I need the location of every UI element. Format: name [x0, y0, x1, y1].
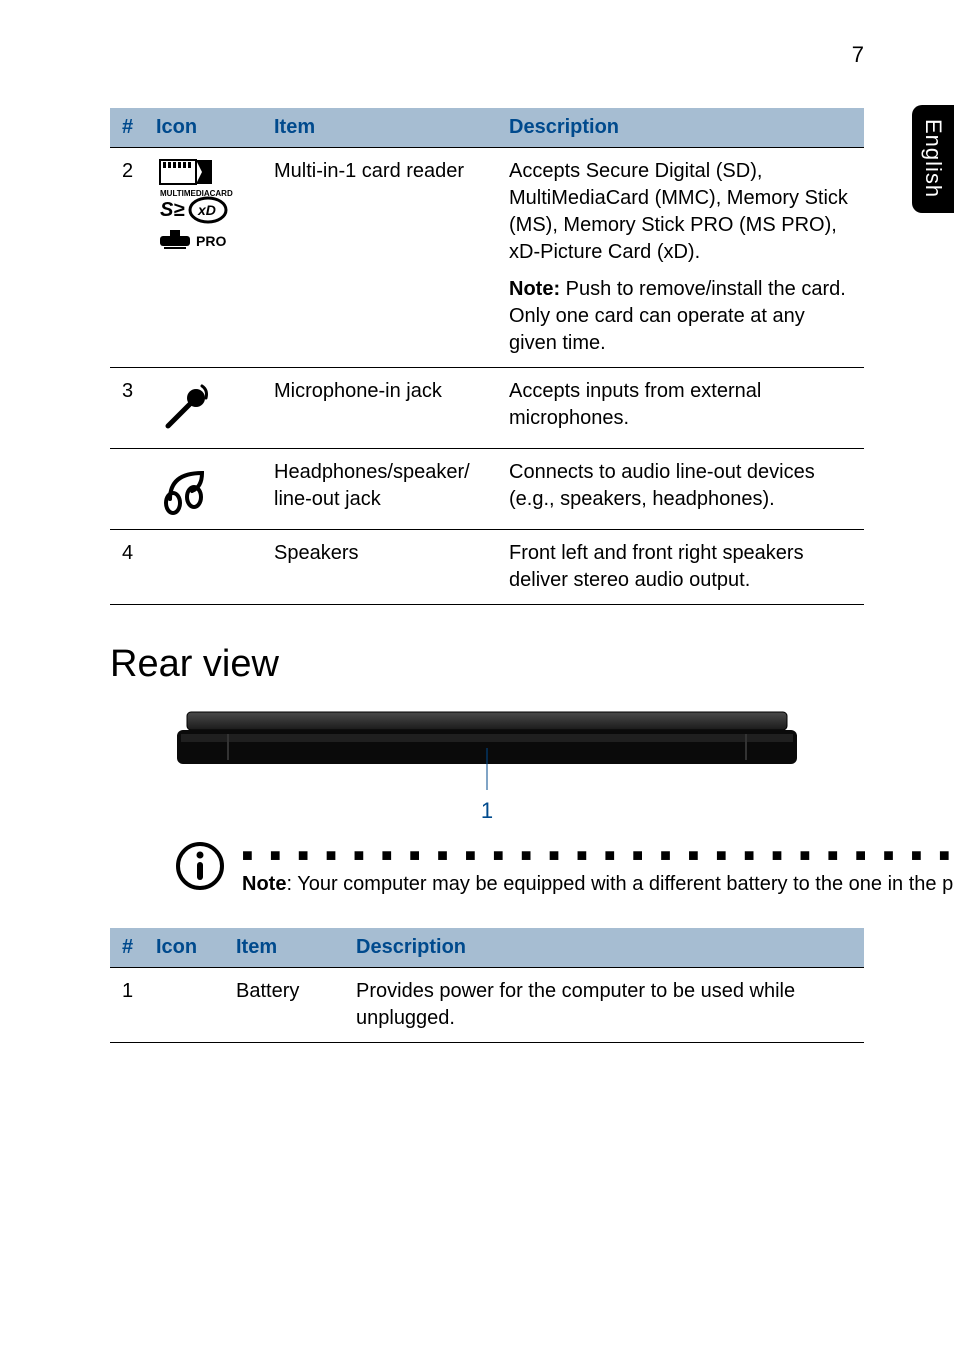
table-row: 4 Speakers Front left and front right sp… [110, 530, 864, 605]
svg-text:xD: xD [197, 202, 216, 218]
row-num: 1 [110, 968, 144, 1043]
row-desc: Connects to audio line-out devices (e.g.… [497, 449, 864, 530]
headphones-icon [144, 449, 262, 530]
row-desc: Accepts Secure Digital (SD), MultiMediaC… [497, 148, 864, 368]
header-icon: Icon [144, 928, 224, 968]
rear-table: # Icon Item Description 1 Battery Provid… [110, 928, 864, 1043]
language-tab-label: English [920, 119, 946, 198]
memory-card-icon: MULTIMEDIACARD S≥ xD [156, 158, 252, 254]
rear-view-heading: Rear view [110, 643, 864, 686]
row-num [110, 449, 144, 530]
row-icon [144, 530, 262, 605]
row-desc: Accepts inputs from external microphones… [497, 368, 864, 449]
table-row: 2 MULTIMEDIACA [110, 148, 864, 368]
header-icon: Icon [144, 108, 262, 148]
table-row: Headphones/speaker/ line-out jack Connec… [110, 449, 864, 530]
page-number: 7 [852, 42, 864, 68]
rear-callout-number: 1 [167, 798, 807, 824]
header-num: # [110, 928, 144, 968]
card-reader-icons: MULTIMEDIACARD S≥ xD [144, 148, 262, 368]
svg-text:MULTIMEDIACARD: MULTIMEDIACARD [160, 189, 233, 198]
row-num: 3 [110, 368, 144, 449]
row-icon [144, 968, 224, 1043]
svg-text:PRO: PRO [196, 233, 226, 249]
row-item: Headphones/speaker/ line-out jack [262, 449, 497, 530]
row-item: Microphone-in jack [262, 368, 497, 449]
row-item: Battery [224, 968, 344, 1043]
header-num: # [110, 108, 144, 148]
header-item: Item [224, 928, 344, 968]
header-item: Item [262, 108, 497, 148]
language-tab: English [912, 105, 954, 213]
row-desc: Provides power for the computer to be us… [344, 968, 864, 1043]
header-desc: Description [497, 108, 864, 148]
ports-table: # Icon Item Description 2 [110, 108, 864, 605]
row-item: Multi-in-1 card reader [262, 148, 497, 368]
row-num: 4 [110, 530, 144, 605]
note-dashes: ■ ■ ■ ■ ■ ■ ■ ■ ■ ■ ■ ■ ■ ■ ■ ■ ■ ■ ■ ■ … [242, 846, 954, 864]
table-row: 3 Microphone-in jack Accepts inputs from… [110, 368, 864, 449]
rear-view-figure: 1 [167, 704, 807, 824]
note-block: ■ ■ ■ ■ ■ ■ ■ ■ ■ ■ ■ ■ ■ ■ ■ ■ ■ ■ ■ ■ … [174, 846, 864, 898]
row-item: Speakers [262, 530, 497, 605]
row-num: 2 [110, 148, 144, 368]
header-desc: Description [344, 928, 864, 968]
table-row: 1 Battery Provides power for the compute… [110, 968, 864, 1043]
note-icon [174, 840, 226, 897]
row-desc: Front left and front right speakers deli… [497, 530, 864, 605]
table-header-row: # Icon Item Description [110, 928, 864, 968]
table-header-row: # Icon Item Description [110, 108, 864, 148]
microphone-icon [144, 368, 262, 449]
note-text: Note: Your computer may be equipped with… [242, 870, 954, 898]
svg-text:S≥: S≥ [160, 199, 184, 221]
